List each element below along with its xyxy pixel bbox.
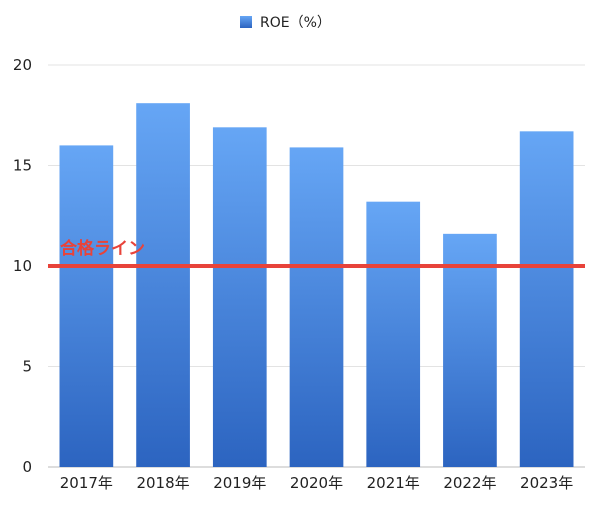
x-tick-label: 2023年 [520, 474, 573, 492]
x-tick-label: 2019年 [213, 474, 266, 492]
bar [59, 145, 114, 467]
bar [136, 103, 190, 467]
x-tick-label: 2021年 [367, 474, 420, 492]
y-tick-label: 15 [13, 157, 32, 175]
bar [519, 131, 574, 467]
legend-swatch [240, 16, 252, 28]
legend-label: ROE（%） [260, 15, 331, 31]
legend: ROE（%） [240, 15, 331, 31]
reference-line-group: 合格ライン [48, 238, 585, 268]
x-tick-label: 2018年 [136, 474, 189, 492]
reference-line-label: 合格ライン [60, 238, 145, 259]
x-tick-label: 2022年 [443, 474, 496, 492]
bar [289, 147, 344, 467]
bar [443, 233, 497, 467]
y-tick-label: 10 [13, 257, 32, 275]
bar [366, 201, 421, 467]
y-tick-label: 20 [13, 56, 32, 74]
y-tick-label: 5 [22, 358, 32, 376]
bars [59, 103, 574, 467]
bar [212, 127, 267, 467]
y-axis-ticks: 0 5 10 15 20 [13, 56, 32, 476]
x-tick-label: 2017年 [60, 474, 113, 492]
y-tick-label: 0 [22, 458, 32, 476]
x-tick-label: 2020年 [290, 474, 343, 492]
x-axis-ticks: 2017年 2018年 2019年 2020年 2021年 2022年 2023年 [60, 474, 573, 492]
